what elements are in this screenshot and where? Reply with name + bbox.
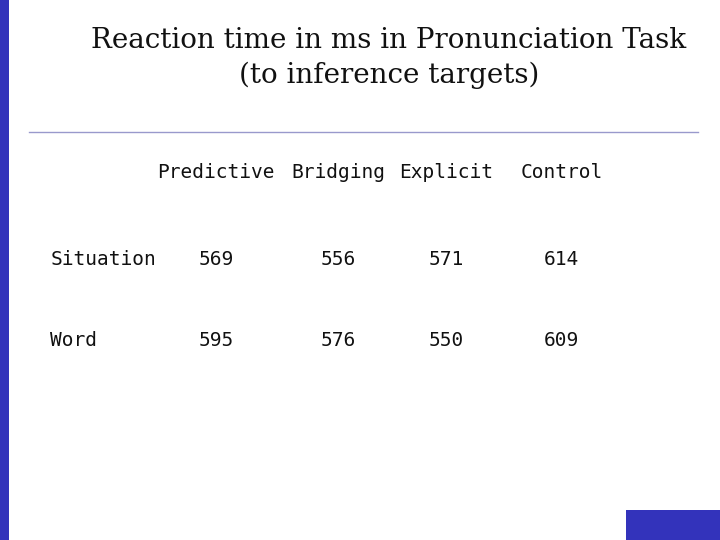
- Text: 569: 569: [199, 249, 233, 269]
- Text: Bridging: Bridging: [292, 163, 385, 183]
- Text: Control: Control: [521, 163, 603, 183]
- Text: 614: 614: [544, 249, 579, 269]
- Text: 609: 609: [544, 330, 579, 350]
- Text: Word: Word: [50, 330, 97, 350]
- Text: 550: 550: [429, 330, 464, 350]
- Text: Explicit: Explicit: [400, 163, 493, 183]
- Text: 595: 595: [199, 330, 233, 350]
- Text: 556: 556: [321, 249, 356, 269]
- Text: Situation: Situation: [50, 249, 156, 269]
- Text: 571: 571: [429, 249, 464, 269]
- Text: Predictive: Predictive: [157, 163, 275, 183]
- Text: Reaction time in ms in Pronunciation Task
(to inference targets): Reaction time in ms in Pronunciation Tas…: [91, 27, 686, 89]
- Text: 576: 576: [321, 330, 356, 350]
